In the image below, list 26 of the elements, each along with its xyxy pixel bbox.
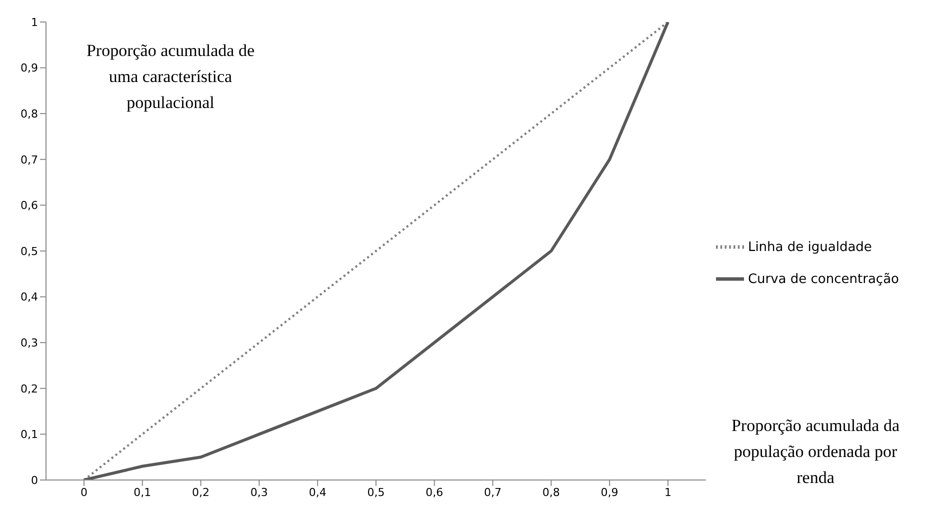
y-tick-label: 0: [31, 474, 38, 487]
x-tick-label: 0,3: [250, 486, 268, 499]
y-tick-label: 0,3: [20, 336, 38, 350]
x-tick-label: 1: [664, 486, 672, 499]
x-tick-label: 0,5: [367, 486, 385, 499]
legend-label: Curva de concentração: [748, 272, 899, 287]
y-tick-label: 0,6: [20, 199, 38, 212]
x-tick-label: 0,4: [308, 486, 326, 499]
x-tick-label: 0,2: [192, 486, 210, 499]
x-tick-label: 0,9: [600, 486, 618, 499]
y-tick-label: 0,9: [20, 62, 38, 75]
x-tick-label: 0,7: [484, 486, 502, 499]
y-tick-label: 0,2: [20, 382, 38, 396]
legend-label: Linha de igualdade: [748, 240, 872, 255]
y-tick-label: 0,1: [20, 428, 38, 442]
y-tick-label: 0,8: [20, 108, 38, 121]
x-axis-title: Proporção acumulada da população ordenada por renda: [730, 415, 901, 489]
x-tick-label: 0,8: [542, 486, 560, 499]
x-tick-label: 0: [80, 486, 88, 499]
x-tick-label: 0,1: [134, 486, 152, 499]
y-tick-label: 0,7: [20, 153, 38, 166]
y-tick-label: 1: [31, 16, 38, 29]
y-tick-label: 0,5: [20, 244, 38, 258]
x-tick-label: 0,6: [426, 486, 444, 499]
y-tick-label: 0,4: [20, 290, 38, 304]
y-axis-title: Proporção acumulada de uma característica populacional: [85, 40, 256, 114]
